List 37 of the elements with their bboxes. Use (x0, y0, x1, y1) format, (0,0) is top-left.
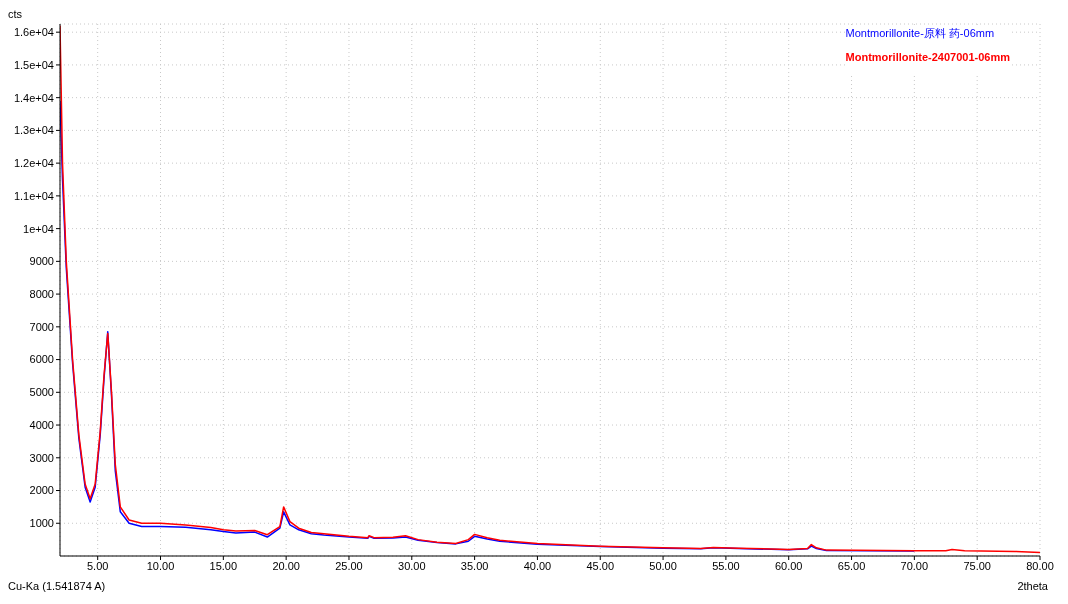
y-tick-label: 3000 (29, 451, 54, 464)
x-tick-label: 70.00 (900, 559, 929, 572)
x-tick-label: 55.00 (712, 559, 740, 572)
y-tick-label: 1.2e+04 (13, 157, 54, 170)
x-tick-label: 60.00 (774, 559, 803, 572)
y-tick-label: 6000 (29, 353, 54, 366)
x-tick-label: 50.00 (649, 559, 677, 572)
x-tick-label: 15.00 (209, 559, 238, 572)
x-tick-label: 30.00 (398, 559, 426, 572)
y-tick-label: 4000 (29, 418, 54, 431)
y-tick-label: 9000 (29, 255, 54, 268)
y-tick-label: 2000 (29, 484, 54, 497)
y-tick-label: 1.3e+04 (13, 124, 54, 137)
y-tick-label: 7000 (29, 320, 54, 333)
x-tick-label: 75.00 (963, 559, 991, 572)
text: Cu-Ka (1.541874 A) (8, 580, 106, 592)
y-tick-label: 5000 (29, 386, 54, 399)
x-tick-label: 45.00 (586, 559, 615, 572)
y-tick-label: 1000 (29, 517, 54, 530)
x-tick-label: 65.00 (837, 559, 866, 572)
y-tick-label: 1.1e+04 (13, 189, 54, 202)
y-axis-title: cts (8, 8, 23, 20)
x-tick-label: 35.00 (460, 559, 489, 572)
x-tick-label: 5.00 (86, 559, 109, 572)
y-tick-label: 1.6e+04 (13, 26, 54, 39)
y-tick-label: 1.5e+04 (13, 58, 54, 71)
y-tick-label: 1e+04 (23, 222, 54, 235)
x-tick-label: 10.00 (146, 559, 175, 572)
x-tick-label: 40.00 (523, 559, 552, 572)
y-tick-label: 8000 (29, 288, 54, 300)
y-tick-label: 1.4e+04 (13, 91, 54, 104)
x-tick-label: 20.00 (272, 559, 300, 572)
x-axis-title: 2theta (1017, 580, 1048, 592)
x-tick-label: 80.00 (1026, 559, 1054, 572)
x-tick-label: 25.00 (335, 559, 363, 572)
text: Montmorillonite-2407001-06mm (845, 51, 1010, 63)
text: Montmorillonite-原料 药-06mm (845, 26, 996, 41)
